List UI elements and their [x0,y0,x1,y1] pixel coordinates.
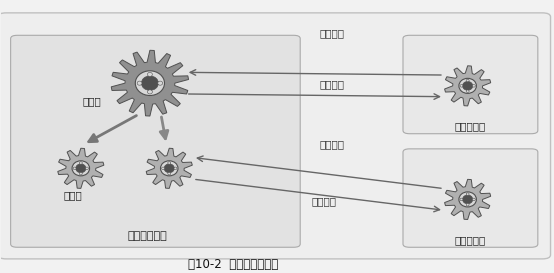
Ellipse shape [147,72,152,76]
Ellipse shape [164,164,175,173]
Ellipse shape [168,172,171,175]
Text: 回声客户端: 回声客户端 [455,235,486,245]
Ellipse shape [459,78,476,93]
Ellipse shape [141,76,158,90]
Polygon shape [58,148,104,188]
Ellipse shape [466,90,469,93]
Ellipse shape [79,162,83,164]
Ellipse shape [463,195,473,204]
Ellipse shape [73,167,76,170]
Text: 断开连接: 断开连接 [320,79,345,90]
Text: 连接请求: 连接请求 [320,139,345,149]
Text: 回声客户端: 回声客户端 [455,121,486,131]
Ellipse shape [466,203,469,206]
FancyBboxPatch shape [0,13,551,259]
Text: 连接请求: 连接请求 [320,28,345,38]
Ellipse shape [463,81,473,90]
Ellipse shape [473,85,475,87]
Ellipse shape [137,81,142,85]
Text: 断开连接: 断开连接 [311,196,336,206]
Ellipse shape [460,85,463,87]
FancyBboxPatch shape [403,35,538,134]
Ellipse shape [466,193,469,195]
Polygon shape [146,148,192,188]
FancyBboxPatch shape [403,149,538,247]
Ellipse shape [459,192,476,207]
Ellipse shape [466,79,469,82]
Ellipse shape [168,162,171,164]
Text: 子进程: 子进程 [63,190,82,200]
Ellipse shape [85,167,89,170]
Ellipse shape [174,167,177,170]
FancyBboxPatch shape [11,35,300,247]
Ellipse shape [147,90,152,94]
Polygon shape [111,50,188,116]
Ellipse shape [460,198,463,201]
Polygon shape [445,66,491,106]
Ellipse shape [76,164,86,173]
Ellipse shape [162,167,165,170]
Text: 回声服务器端: 回声服务器端 [127,231,167,241]
Text: 父进程: 父进程 [83,96,101,106]
Ellipse shape [135,71,165,96]
Ellipse shape [158,81,163,85]
Ellipse shape [161,161,178,176]
Text: 图10-2  并发服务器模型: 图10-2 并发服务器模型 [188,258,278,271]
Ellipse shape [72,161,90,176]
Polygon shape [445,179,491,219]
Ellipse shape [473,198,475,201]
Ellipse shape [79,172,83,175]
